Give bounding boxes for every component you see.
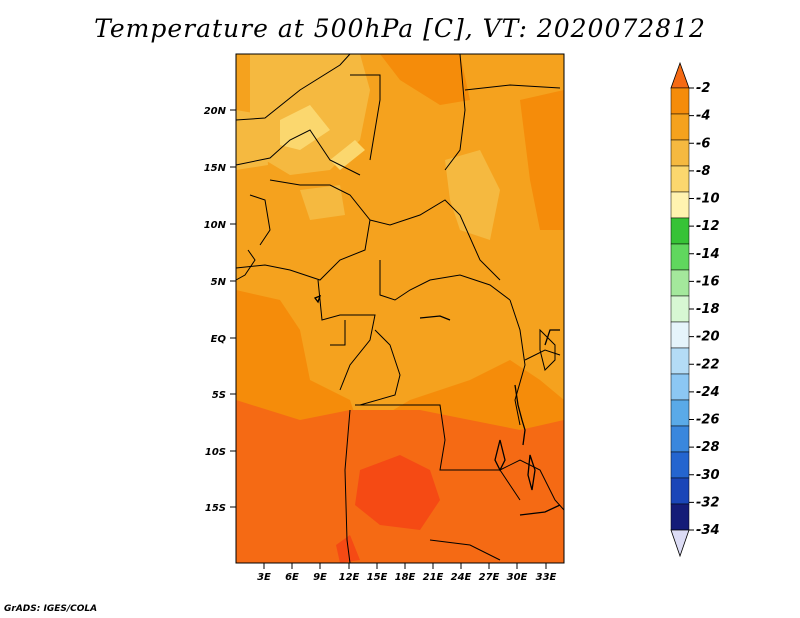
colorbar-cell <box>670 425 690 453</box>
colorbar-label: -12 <box>696 219 720 234</box>
lon-tick-label: 18E <box>395 572 416 583</box>
cool-region-nigeria <box>300 185 345 220</box>
lon-tick-label: 27E <box>479 572 500 583</box>
colorbar-labels: -2 -4 -6 -8 -10 -12 -14 -16 -18 -20 -22 -24 -26 -28 -3… <box>689 81 720 538</box>
colorbar-label: -30 <box>696 468 720 483</box>
colorbar-cell <box>670 451 690 479</box>
colorbar-label: -24 <box>696 385 720 400</box>
lat-tick-label: 5N <box>211 277 227 288</box>
colorbar-label: -14 <box>696 247 720 262</box>
colorbar-label: -10 <box>696 192 720 207</box>
lon-tick-label: 33E <box>536 572 557 583</box>
lat-tick-label: 5S <box>212 390 226 401</box>
colorbar-cell <box>670 217 690 245</box>
colorbar-cells <box>670 87 690 531</box>
lon-tick-label: 9E <box>313 572 327 583</box>
lat-tick-label: 10S <box>205 447 226 458</box>
map-frame <box>235 53 565 564</box>
cool-region-sudan <box>445 150 500 240</box>
lon-tick-label: 12E <box>339 572 360 583</box>
colorbar-cell <box>670 321 690 349</box>
colorbar-label: -4 <box>696 109 710 124</box>
colorbar-label: -22 <box>696 357 720 372</box>
colorbar-label: -34 <box>696 523 720 538</box>
lon-tick-label: 15E <box>367 572 388 583</box>
colorbar-cell <box>670 165 690 193</box>
colorbar-label: -28 <box>696 440 720 455</box>
cooler-region-streak <box>330 140 365 170</box>
lon-tick-label: 3E <box>257 572 271 583</box>
colorbar-cell <box>670 295 690 323</box>
cool-region-west <box>236 110 268 170</box>
colorbar-cell <box>670 113 690 141</box>
colorbar-cell <box>670 399 690 427</box>
lat-tick-label: 20N <box>204 106 227 117</box>
hot-region-angola <box>355 455 440 530</box>
chart-title: Temperature at 500hPa [C], VT: 202007281… <box>94 14 706 43</box>
colorbar-cell <box>670 373 690 401</box>
colorbar-label: -6 <box>696 136 710 151</box>
colorbar-cell <box>670 477 690 505</box>
lat-axis: 20N 15N 10N 5N EQ 5S 10S 15S <box>204 106 236 514</box>
lon-tick-label: 21E <box>423 572 444 583</box>
colorbar-cell <box>670 503 690 531</box>
lon-tick-label: 6E <box>285 572 299 583</box>
lon-tick-label: 30E <box>507 572 528 583</box>
colorbar-label: -26 <box>696 413 720 428</box>
lat-tick-label: 10N <box>204 220 227 231</box>
colorbar-label: -8 <box>696 164 710 179</box>
colorbar-cell <box>670 243 690 271</box>
colorbar-cell <box>670 347 690 375</box>
lat-tick-label: 15S <box>205 503 226 514</box>
lon-tick-label: 24E <box>451 572 472 583</box>
map-panel <box>235 53 565 564</box>
colorbar: -2 -4 -6 -8 -10 -12 -14 -16 -18 -20 -22 -24 -26 -28 -3… <box>670 61 720 558</box>
colorbar-label: -16 <box>696 274 720 289</box>
credit-text: GrADS: IGES/COLA <box>4 604 98 614</box>
colorbar-label: -32 <box>696 495 720 510</box>
lat-tick-label: EQ <box>211 334 227 345</box>
colorbar-label: -18 <box>696 302 720 317</box>
lat-tick-label: 15N <box>204 163 227 174</box>
colorbar-bottom-arrow <box>670 529 690 558</box>
colorbar-top-arrow <box>670 61 690 89</box>
colorbar-label: -2 <box>696 81 710 96</box>
colorbar-cell <box>670 269 690 297</box>
country-borders <box>235 53 565 564</box>
colorbar-label: -20 <box>696 330 720 345</box>
colorbar-cell <box>670 87 690 115</box>
lon-axis: 3E 6E 9E 12E 15E 18E 21E 24E 27E 30E 33E <box>257 563 557 583</box>
colorbar-cell <box>670 191 690 219</box>
warm-region-northeast <box>520 90 564 230</box>
colorbar-cell <box>670 139 690 167</box>
lakes-rivers <box>313 294 561 516</box>
warm-region-north <box>380 54 470 105</box>
